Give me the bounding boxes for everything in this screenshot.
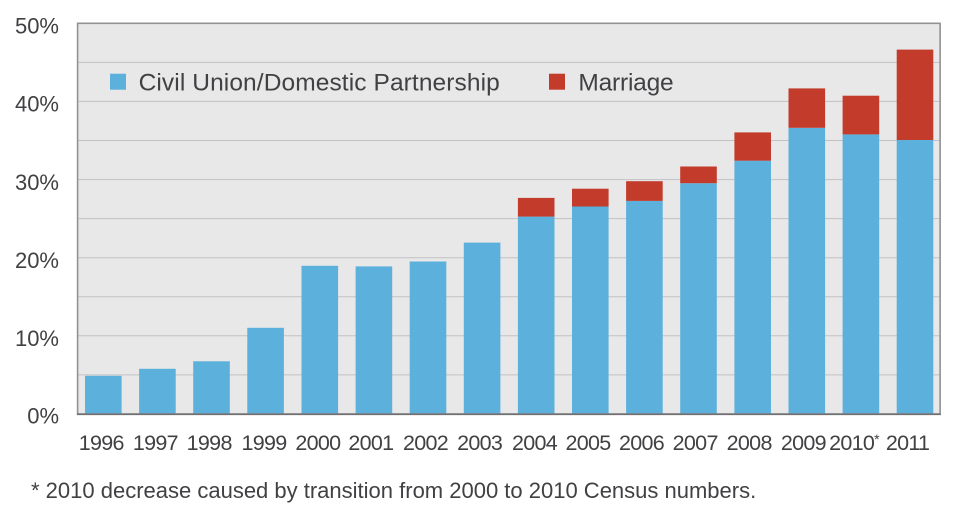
- svg-text:2000: 2000: [295, 431, 341, 455]
- svg-text:2010*: 2010*: [829, 431, 880, 455]
- svg-text:1997: 1997: [133, 431, 178, 455]
- svg-text:2007: 2007: [673, 431, 718, 455]
- svg-text:2006: 2006: [619, 431, 665, 455]
- svg-text:1999: 1999: [241, 431, 286, 455]
- svg-text:2002: 2002: [403, 431, 448, 455]
- svg-text:1996: 1996: [79, 431, 125, 455]
- svg-text:2011: 2011: [886, 431, 929, 455]
- svg-text:2009: 2009: [781, 431, 826, 455]
- svg-text:20%: 20%: [15, 248, 59, 273]
- svg-text:2005: 2005: [565, 431, 611, 455]
- svg-text:1998: 1998: [187, 431, 233, 455]
- svg-text:0%: 0%: [27, 404, 59, 429]
- svg-text:10%: 10%: [15, 326, 59, 351]
- svg-text:40%: 40%: [15, 92, 59, 117]
- svg-text:Marriage: Marriage: [578, 69, 673, 96]
- svg-text:2001: 2001: [348, 431, 393, 455]
- svg-text:Civil Union/Domestic Partnersh: Civil Union/Domestic Partnership: [139, 69, 500, 96]
- svg-text:2004: 2004: [512, 431, 558, 455]
- svg-text:2008: 2008: [727, 431, 773, 455]
- svg-text:50%: 50%: [15, 13, 59, 38]
- svg-text:* 2010 decrease caused by tran: * 2010 decrease caused by transition fro…: [31, 478, 756, 503]
- svg-text:2003: 2003: [457, 431, 503, 455]
- svg-text:30%: 30%: [15, 170, 59, 195]
